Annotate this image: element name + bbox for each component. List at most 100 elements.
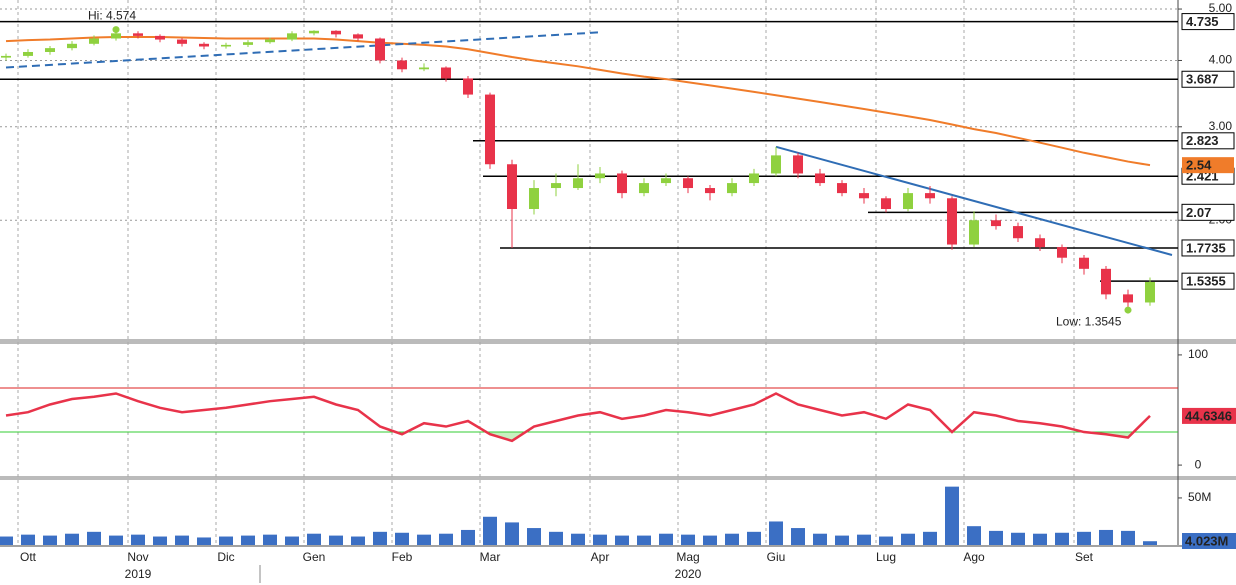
x-tick-label: Ott [20, 550, 37, 564]
candle-body [991, 220, 1001, 227]
candle-body [463, 78, 473, 95]
volume-bar [1077, 531, 1091, 545]
x-tick-label: Giu [767, 550, 786, 564]
candle-body [793, 155, 803, 174]
candle-body [1013, 226, 1023, 239]
volume-bar [329, 535, 343, 545]
candle-body [683, 178, 693, 189]
volume-bar [307, 533, 321, 545]
x-tick-label: Lug [876, 550, 896, 564]
candle-body [353, 34, 363, 39]
volume-bar [197, 537, 211, 545]
volume-bar [43, 535, 57, 545]
volume-bar [263, 534, 277, 545]
candle-body [199, 43, 209, 47]
volume-bar [879, 536, 893, 545]
x-tick-label: Dic [217, 550, 234, 564]
volume-bar [813, 533, 827, 545]
level-label-box [1181, 203, 1235, 221]
volume-bar [65, 533, 79, 545]
volume-bar [593, 534, 607, 545]
candle-body [111, 33, 121, 39]
candle-body [529, 188, 539, 210]
candle-body [441, 67, 451, 79]
x-tick-label: Mar [480, 550, 501, 564]
volume-bar [0, 536, 13, 545]
volume-bar [1011, 532, 1025, 545]
volume-bar [857, 534, 871, 545]
candle-body [45, 48, 55, 52]
level-label-box [1181, 132, 1235, 150]
candle-body [331, 30, 341, 35]
volume-bar [637, 535, 651, 545]
value-label-box [1182, 533, 1236, 549]
volume-bar [681, 534, 695, 545]
candle-body [551, 183, 561, 189]
volume-bar [725, 533, 739, 545]
volume-bar [241, 535, 255, 545]
candle-body [727, 183, 737, 194]
candle-body [903, 193, 913, 210]
candle-body [969, 220, 979, 245]
moving-average [5, 35, 1151, 167]
x-tick-label: Nov [127, 550, 148, 564]
volume-bar [659, 533, 673, 545]
oversold-area [6, 432, 1150, 441]
volume-bar [923, 531, 937, 545]
annotation-marker [112, 26, 120, 34]
x-tick-label: Ago [963, 550, 985, 564]
candle-body [1035, 238, 1045, 248]
volume-bar [703, 535, 717, 545]
trendline [5, 31, 601, 69]
candle-body [1123, 294, 1133, 303]
candle-body [1101, 268, 1111, 295]
y-tick-label: 4.00 [1209, 53, 1233, 67]
value-label-box [1182, 407, 1236, 424]
volume-bar [395, 532, 409, 545]
volume-bar [87, 531, 101, 545]
x-tick-label: Gen [303, 550, 326, 564]
level-label-box [1181, 70, 1235, 88]
value-label: 4.023M [1185, 533, 1228, 548]
x-tick-label: Apr [591, 550, 610, 564]
y-tick-label: 0 [1195, 457, 1202, 471]
candle-body [23, 51, 33, 56]
volume-bar [175, 535, 189, 545]
x-tick-label: Set [1075, 550, 1094, 564]
volume-bar [769, 521, 783, 545]
volume-bar [615, 535, 629, 545]
volume-bar [351, 536, 365, 545]
candle-body [133, 33, 143, 36]
volume-bar [791, 528, 805, 545]
candle-body [837, 183, 847, 194]
y-tick-label: 100 [1188, 347, 1208, 361]
candle-body [925, 193, 935, 199]
volume-bar [901, 533, 915, 545]
candle-body [1145, 281, 1155, 303]
volume-bar [461, 529, 475, 545]
x-year-label: 2019 [125, 567, 152, 581]
candle-body [881, 198, 891, 210]
candle-body [639, 183, 649, 194]
annotation: Hi: 4.574 [88, 9, 136, 23]
volume-bar [1099, 529, 1113, 545]
candle-body [507, 164, 517, 210]
annotation-marker [1124, 306, 1132, 314]
value-label: 44.6346 [1185, 408, 1232, 423]
candle-body [705, 188, 715, 194]
volume-bar [1055, 532, 1069, 545]
y-tick-label: 3.00 [1209, 119, 1233, 133]
level-label: 2.07 [1186, 205, 1211, 220]
candle-body [1079, 257, 1089, 269]
candle-body [815, 173, 825, 184]
separator [0, 476, 1236, 480]
candle-body [309, 30, 319, 34]
volume-bar [747, 531, 761, 545]
candle-body [375, 38, 385, 61]
volume-bar [219, 536, 233, 545]
volume-bar [153, 536, 167, 545]
candle-body [573, 178, 583, 189]
candle-body [617, 173, 627, 194]
volume-bar [967, 526, 981, 545]
level-label-box [1181, 239, 1235, 257]
